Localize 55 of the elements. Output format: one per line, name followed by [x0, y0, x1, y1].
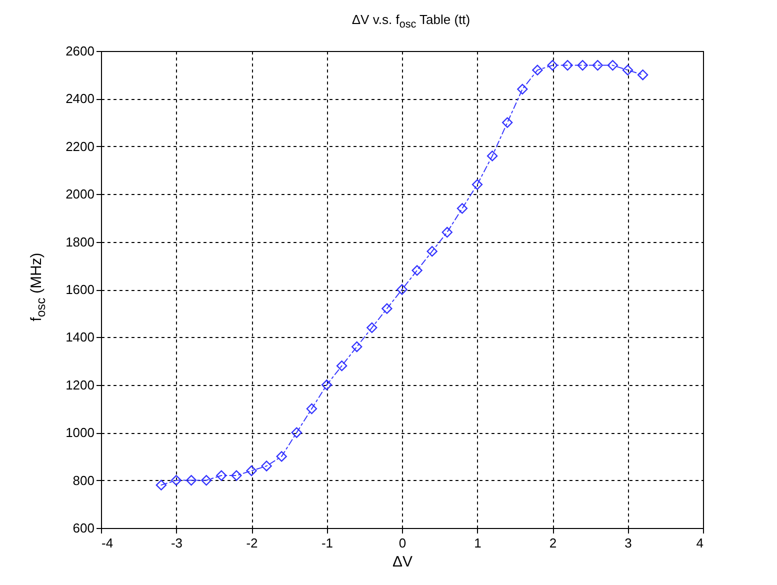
point [502, 117, 513, 128]
chart-title: ΔV v.s. f$_{osc}$ Table (tt) [350, 12, 472, 31]
point [366, 322, 378, 334]
point [637, 70, 648, 80]
x-tick-label: 2 [549, 536, 557, 550]
point [306, 403, 318, 414]
point [577, 60, 588, 71]
x-tick-label: 4 [696, 536, 704, 550]
point [607, 60, 618, 71]
x-tick-label: 3 [624, 536, 632, 550]
point [156, 480, 167, 490]
x-axis-title: ΔV [392, 554, 413, 570]
y-tick-label: 1600 [66, 282, 94, 297]
point [592, 60, 603, 71]
point [426, 246, 438, 257]
point [472, 179, 483, 190]
point [486, 150, 498, 162]
point [246, 465, 257, 476]
point [261, 460, 272, 472]
point [170, 474, 182, 486]
point [547, 60, 558, 71]
y-tick-label: 1800 [66, 234, 94, 250]
point [352, 341, 362, 352]
point [291, 427, 302, 438]
y-tick-label: 600 [72, 520, 94, 536]
y-tick-label: 800 [72, 472, 94, 488]
y-tick-label: 2200 [66, 138, 94, 154]
point [562, 60, 573, 71]
y-tick-label: 1400 [66, 330, 94, 345]
point [276, 451, 287, 462]
point [622, 64, 634, 76]
point [382, 303, 392, 314]
point [442, 226, 452, 238]
y-tick-label: 1200 [66, 377, 94, 392]
y-tick-label: 2600 [66, 44, 94, 58]
point [456, 203, 468, 214]
point [532, 64, 543, 76]
point [201, 474, 212, 486]
x-tick-label: -2 [246, 536, 258, 550]
point [336, 360, 348, 372]
y-tick-label: 1000 [66, 425, 94, 440]
x-tick-label: -4 [102, 536, 114, 550]
x-tick-label: 0 [398, 536, 406, 550]
y-tick-label: 2400 [66, 91, 94, 106]
x-tick-label: 1 [474, 536, 482, 550]
point [231, 470, 242, 481]
point [216, 470, 227, 481]
x-tick-label: -1 [321, 536, 334, 550]
point [517, 84, 528, 95]
point [186, 474, 197, 486]
point [396, 284, 408, 295]
point [321, 380, 332, 390]
y-tick-label: 2000 [66, 186, 94, 202]
point [412, 265, 422, 276]
x-tick-label: -3 [170, 536, 183, 550]
